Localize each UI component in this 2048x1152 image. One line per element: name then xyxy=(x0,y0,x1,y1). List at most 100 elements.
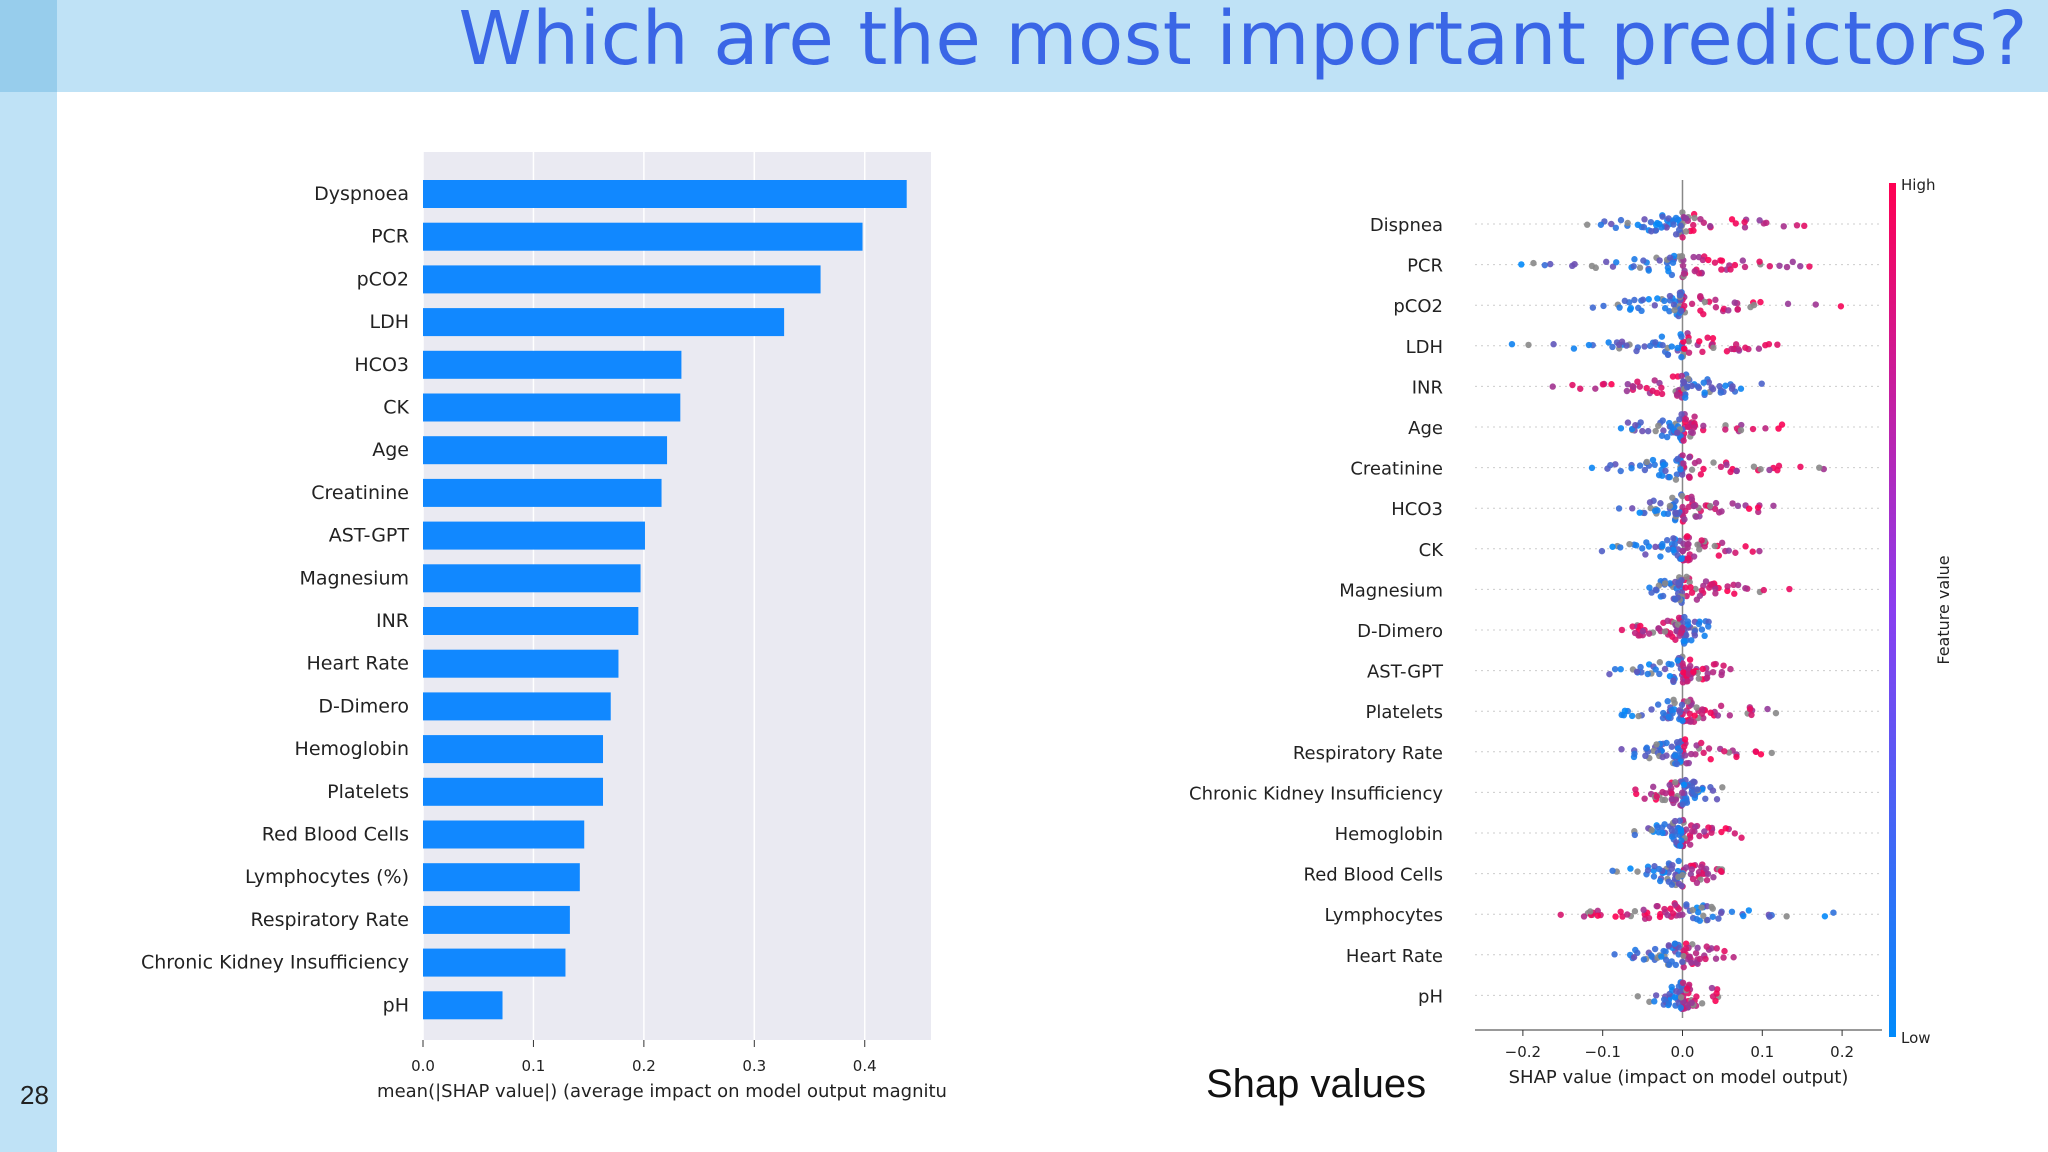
bar-11 xyxy=(423,649,619,678)
shap-point xyxy=(1673,739,1681,746)
bar-category-label: Red Blood Cells xyxy=(262,824,409,846)
shap-point xyxy=(1756,547,1763,555)
shap-point xyxy=(1621,707,1629,714)
shap-point xyxy=(1712,590,1719,597)
shap-point xyxy=(1631,831,1639,839)
bar-9 xyxy=(423,564,641,593)
shap-point xyxy=(1686,656,1694,663)
shap-point xyxy=(1784,300,1792,308)
bar-8 xyxy=(423,521,645,550)
shap-point xyxy=(1695,620,1703,628)
shap-point xyxy=(1644,670,1651,678)
shap-point xyxy=(1577,385,1584,392)
shap-point xyxy=(1681,613,1688,621)
shap-point xyxy=(1641,343,1648,350)
shap-point xyxy=(1671,541,1678,548)
shap-point xyxy=(1658,953,1665,960)
shap-point xyxy=(1671,699,1678,707)
shap-point xyxy=(1634,868,1641,875)
shap-point xyxy=(1668,343,1675,350)
shap-point xyxy=(1683,901,1690,908)
shap-point xyxy=(1690,253,1697,261)
shap-point xyxy=(1666,473,1673,481)
shap-point xyxy=(1683,632,1690,639)
shap-point xyxy=(1635,304,1642,312)
shap-point xyxy=(1718,257,1726,264)
bar-18 xyxy=(423,948,566,977)
shap-point xyxy=(1650,873,1658,880)
shap-point xyxy=(1738,834,1745,841)
shap-point xyxy=(1675,905,1683,913)
shap-point xyxy=(1609,263,1617,270)
shap-point xyxy=(1663,224,1670,231)
shap-point xyxy=(1681,516,1688,523)
shap-point xyxy=(1653,741,1660,748)
shap-point xyxy=(1768,749,1775,757)
shap-point xyxy=(1640,257,1647,264)
shap-point xyxy=(1727,468,1734,476)
shap-point xyxy=(1618,746,1625,753)
shap-point xyxy=(1679,234,1686,241)
shap-point xyxy=(1745,907,1753,914)
shap-point xyxy=(1717,867,1725,875)
shap-point xyxy=(1742,543,1749,550)
shap-point xyxy=(1680,460,1687,467)
shap-point xyxy=(1652,543,1659,551)
shap-point xyxy=(1690,502,1697,510)
shap-point xyxy=(1679,660,1686,667)
shap-point xyxy=(1674,429,1681,436)
shap-point xyxy=(1679,619,1686,627)
shap-point xyxy=(1718,668,1726,676)
shap-point xyxy=(1700,379,1707,386)
shap-point xyxy=(1639,427,1646,435)
shap-point xyxy=(1658,384,1665,391)
shap-point xyxy=(1624,219,1631,227)
shap-point xyxy=(1678,837,1685,844)
shap-point xyxy=(1683,985,1691,992)
shap-point xyxy=(1690,668,1697,676)
shap-point xyxy=(1624,419,1632,426)
shap-feature-label: Age xyxy=(1408,418,1443,439)
shap-point xyxy=(1697,292,1704,300)
shap-point xyxy=(1712,296,1719,304)
shap-point xyxy=(1676,842,1684,849)
shap-point xyxy=(1680,338,1687,345)
shap-point xyxy=(1665,660,1672,668)
shap-point xyxy=(1670,535,1677,542)
shap-point xyxy=(1734,502,1742,510)
shap-point xyxy=(1679,958,1686,966)
shap-point xyxy=(1666,580,1674,587)
shap-point xyxy=(1708,829,1715,836)
shap-point xyxy=(1717,702,1725,710)
shap-point xyxy=(1646,584,1653,591)
shap-point xyxy=(1734,305,1741,313)
shap-point xyxy=(1709,913,1716,920)
shap-point xyxy=(1732,220,1740,227)
bar-15 xyxy=(423,820,585,849)
shap-x-tick-label: 0.0 xyxy=(1671,1043,1695,1061)
shap-point xyxy=(1697,471,1705,478)
shap-point xyxy=(1675,951,1682,958)
shap-point xyxy=(1725,307,1732,314)
shap-point xyxy=(1679,492,1686,500)
shap-point xyxy=(1679,378,1687,385)
shap-point xyxy=(1741,263,1749,271)
shap-point xyxy=(1837,303,1845,310)
shap-point xyxy=(1665,942,1672,949)
shap-point xyxy=(1684,698,1691,705)
shap-point xyxy=(1674,621,1682,628)
shap-point xyxy=(1678,789,1686,796)
shap-point xyxy=(1661,796,1669,804)
bar-category-label: INR xyxy=(376,610,409,632)
shap-point xyxy=(1706,502,1714,510)
shap-point xyxy=(1645,914,1653,922)
shap-point xyxy=(1615,505,1623,512)
shap-feature-label: CK xyxy=(1419,540,1445,561)
shap-point xyxy=(1693,704,1700,711)
shap-point xyxy=(1608,381,1615,388)
bar-14 xyxy=(423,777,604,806)
shap-point xyxy=(1663,536,1671,544)
shap-point xyxy=(1669,861,1676,869)
shap-point xyxy=(1691,214,1698,222)
shap-point xyxy=(1701,828,1708,835)
